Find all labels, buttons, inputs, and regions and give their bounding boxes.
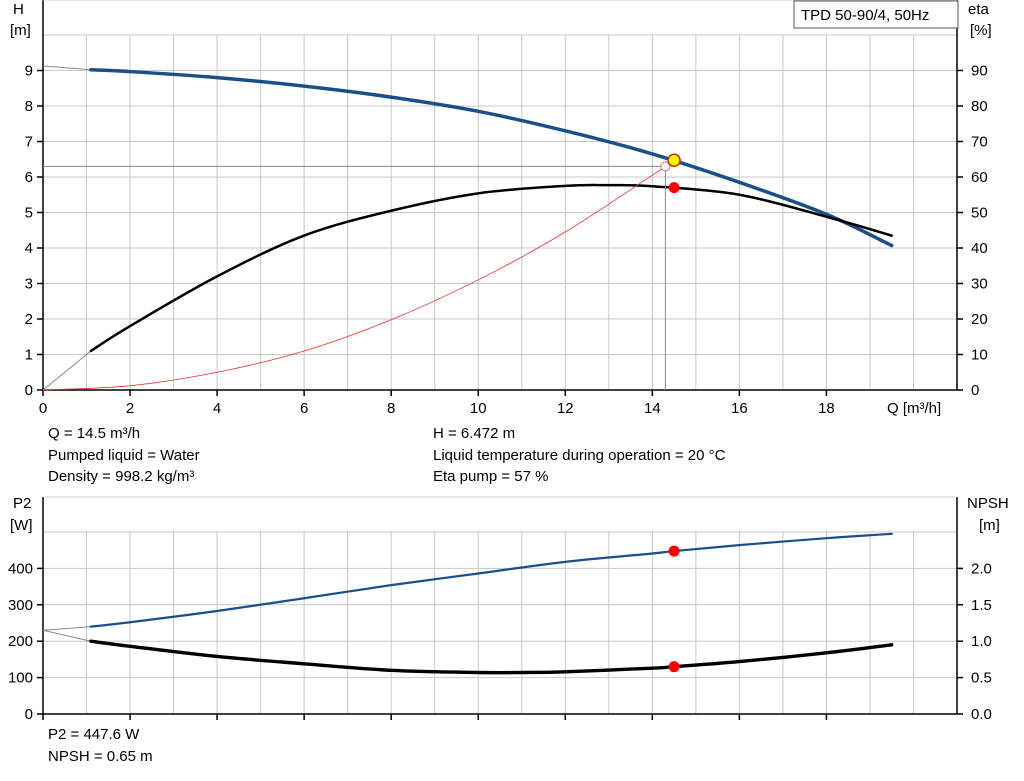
bottom-series-1-extrapolation — [42, 629, 91, 642]
bottom-plot-series — [42, 532, 894, 675]
top-series-2-line — [42, 166, 666, 391]
top-series-0-line — [89, 68, 894, 248]
top-x-tick-label: 14 — [644, 400, 661, 417]
top-series-1-extrapolation — [42, 350, 92, 391]
top-right-tick-label: 60 — [971, 169, 988, 186]
top-left-tick-label: 0 — [25, 382, 33, 399]
bottom-left-tick-label: 400 — [8, 560, 33, 577]
bottom-right-tick-label: 0.5 — [971, 670, 992, 687]
top-left-tick-label: 2 — [25, 311, 33, 328]
eta-axis-label: eta — [968, 1, 990, 18]
top-plot-grid — [42, 0, 958, 391]
bottom-right-tick-label: 1.5 — [971, 597, 992, 614]
top-right-tick-label: 20 — [971, 311, 988, 328]
info-liquid-temperature: Liquid temperature during operation = 20… — [433, 447, 726, 464]
info-flow: Q = 14.5 m³/h — [48, 425, 141, 442]
top-x-tick-label: 10 — [470, 400, 487, 417]
top-x-tick-label: 12 — [557, 400, 574, 417]
bottom-series-1-line — [89, 639, 894, 675]
npsh-axis-unit: [m] — [979, 517, 1000, 534]
info-density: Density = 998.2 kg/m³ — [48, 468, 195, 485]
top-x-tick-label: 16 — [731, 400, 748, 417]
info-head: H = 6.472 m — [433, 425, 516, 442]
q-axis-label: Q [m³/h] — [887, 400, 941, 417]
top-x-tick-label: 2 — [126, 400, 134, 417]
bottom-right-tick-label: 0.0 — [971, 706, 992, 723]
chart-title-box: TPD 50-90/4, 50Hz — [793, 0, 959, 29]
top-right-tick-label: 50 — [971, 205, 988, 222]
duty-point-p2-marker — [668, 545, 680, 557]
duty-point-head-marker — [667, 153, 681, 167]
reference-point-marker — [660, 161, 671, 172]
top-plot-markers — [43, 153, 681, 390]
bottom-left-tick-label: 0 — [25, 706, 33, 723]
top-x-tick-label: 0 — [39, 400, 47, 417]
p2-axis-label: P2 — [13, 495, 31, 512]
top-left-tick-label: 7 — [25, 134, 33, 151]
bottom-plot-markers — [668, 545, 680, 673]
p2-axis-unit: [W] — [10, 517, 33, 534]
top-right-tick-label: 70 — [971, 134, 988, 151]
top-left-tick-label: 5 — [25, 205, 33, 222]
bottom-right-tick-label: 2.0 — [971, 560, 992, 577]
top-x-tick-label: 8 — [387, 400, 395, 417]
h-axis-label: H — [13, 1, 24, 18]
top-right-tick-label: 10 — [971, 347, 988, 364]
top-left-tick-label: 9 — [25, 63, 33, 80]
h-axis-unit: [m] — [10, 22, 31, 39]
top-x-tick-label: 18 — [818, 400, 835, 417]
npsh-axis-label: NPSH — [967, 495, 1009, 512]
bottom-series-0-line — [89, 532, 893, 628]
top-left-tick-label: 3 — [25, 276, 33, 293]
top-series-1-line — [89, 183, 893, 353]
top-left-tick-label: 4 — [25, 240, 33, 257]
top-x-tick-label: 6 — [300, 400, 308, 417]
info-pumped-liquid: Pumped liquid = Water — [48, 447, 200, 464]
top-plot-series — [42, 65, 894, 391]
bottom-left-tick-label: 100 — [8, 670, 33, 687]
top-left-tick-label: 1 — [25, 347, 33, 364]
eta-axis-unit: [%] — [970, 22, 992, 39]
duty-point-eta-marker — [668, 182, 680, 194]
bottom-plot-grid — [42, 496, 958, 715]
top-left-tick-label: 8 — [25, 98, 33, 115]
top-series-0-extrapolation — [42, 65, 91, 71]
top-right-tick-label: 40 — [971, 240, 988, 257]
top-right-tick-label: 30 — [971, 276, 988, 293]
info-eta-pump: Eta pump = 57 % — [433, 468, 549, 485]
bottom-right-tick-label: 1.0 — [971, 633, 992, 650]
top-right-tick-label: 0 — [971, 382, 979, 399]
chart-title: TPD 50-90/4, 50Hz — [801, 7, 929, 24]
top-right-tick-label: 80 — [971, 98, 988, 115]
bottom-series-0-extrapolation — [42, 626, 91, 631]
bottom-left-tick-label: 300 — [8, 597, 33, 614]
info-p2: P2 = 447.6 W — [48, 726, 140, 743]
info-npsh: NPSH = 0.65 m — [48, 748, 153, 765]
top-x-tick-label: 4 — [213, 400, 221, 417]
bottom-left-tick-label: 200 — [8, 633, 33, 650]
bottom-plot-ticks: 0 100 200 300 400 0.0 0.5 1.0 1.5 2.0 — [8, 560, 992, 723]
top-right-tick-label: 90 — [971, 63, 988, 80]
duty-point-npsh-marker — [668, 661, 680, 673]
top-left-tick-label: 6 — [25, 169, 33, 186]
